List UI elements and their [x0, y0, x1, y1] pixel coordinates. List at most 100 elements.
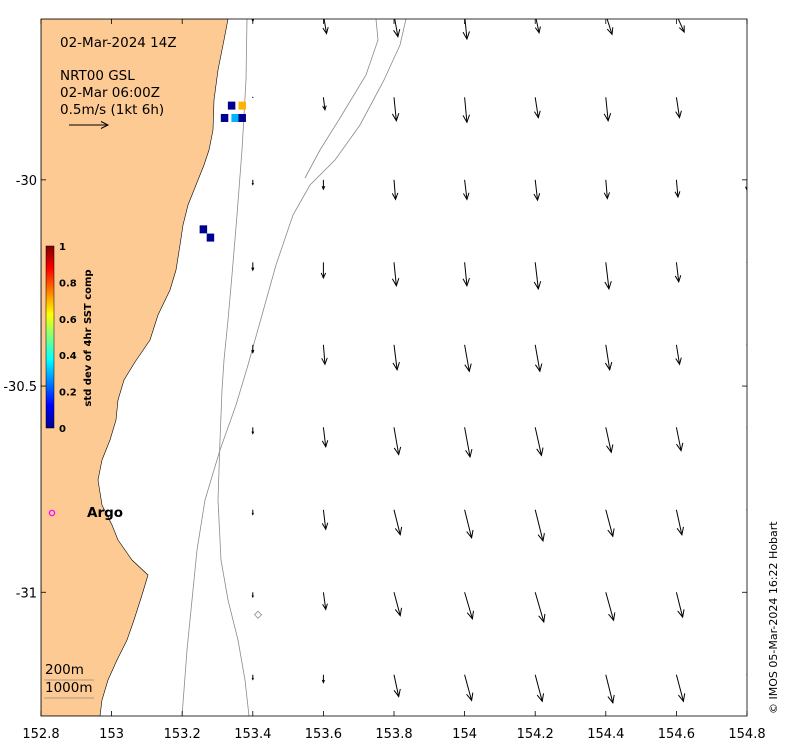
current-vector: [605, 674, 615, 705]
current-vector: [534, 674, 544, 703]
sst-cell: [199, 225, 208, 234]
current-vector: [462, 262, 470, 287]
y-tick-label: -30: [16, 174, 37, 189]
current-vector: [393, 427, 402, 456]
current-vector: [675, 427, 684, 452]
current-vector: [606, 19, 614, 36]
current-vector: [677, 19, 685, 34]
current-vector: [391, 97, 400, 122]
product-name: NRT00 GSL: [60, 68, 135, 84]
current-vector: [605, 592, 616, 622]
x-tick-label: 153.2: [164, 727, 201, 742]
current-vector: [464, 427, 473, 459]
current-vector: [534, 344, 543, 373]
colorbar-tick-label: 0.6: [59, 315, 77, 326]
current-vector: [675, 344, 682, 366]
colorbar-tick-label: 0.4: [59, 351, 77, 362]
current-vector: [321, 179, 326, 191]
sst-cell: [238, 101, 246, 110]
current-vector: [534, 427, 544, 457]
current-vector: [322, 19, 329, 35]
isobath-200m: [217, 19, 250, 716]
current-vector: [321, 427, 329, 449]
current-vector: [321, 344, 328, 366]
y-tick-label: -30.5: [3, 380, 37, 395]
x-tick-label: 154: [452, 727, 477, 742]
current-vector: [603, 97, 612, 122]
current-vector: [464, 509, 474, 540]
current-vector: [393, 674, 401, 698]
current-vector: [321, 674, 325, 684]
current-vector: [391, 262, 400, 287]
scale-label: 0.5m/s (1kt 6h): [60, 102, 164, 118]
current-vector: [320, 262, 327, 280]
current-vector: [251, 262, 255, 272]
current-vector: [603, 179, 611, 200]
isobath-200m-label: 200m: [45, 662, 84, 678]
current-vector: [604, 344, 613, 371]
current-vector: [462, 19, 470, 41]
current-vector: [534, 592, 546, 624]
sst-stddev-cells: [199, 3, 246, 242]
current-vector: [393, 592, 403, 617]
current-vector: [534, 97, 541, 119]
coastline-land: [41, 19, 229, 716]
current-vector: [675, 674, 686, 703]
isobath-1000m-label: 1000m: [45, 680, 93, 696]
current-vector: [745, 179, 747, 192]
colorbar-tick-label: 1: [59, 242, 66, 253]
current-vector: [393, 19, 401, 38]
current-vector: [251, 592, 254, 599]
current-vector: [393, 509, 403, 536]
scale-arrow: [69, 121, 110, 129]
y-axis: -30 -30.5 -31: [3, 174, 747, 601]
sst-cell: [227, 101, 236, 110]
current-vector: [746, 97, 747, 99]
current-vector: [675, 97, 682, 119]
title-date: 02-Mar-2024 14Z: [60, 35, 177, 51]
current-vectors: [251, 15, 753, 705]
current-vector: [605, 509, 615, 538]
current-vector: [605, 427, 614, 454]
x-tick-label: 154.6: [658, 727, 695, 742]
sst-cell: [238, 3, 246, 11]
current-vector: [675, 592, 685, 619]
x-tick-label: 153.8: [375, 727, 412, 742]
x-tick-label: 154.8: [728, 727, 765, 742]
current-vector: [321, 509, 329, 531]
x-tick-label: 153.6: [305, 727, 342, 742]
x-axis: 152.8 153 153.2 153.4 153.6 153.8 154 154.2 154.…: [22, 19, 766, 742]
current-vector: [675, 509, 684, 536]
current-vector: [251, 674, 254, 681]
sst-cell: [231, 113, 239, 122]
x-tick-label: 152.8: [22, 727, 59, 742]
current-vector: [251, 509, 254, 516]
current-vector: [533, 179, 541, 202]
sst-cell: [238, 113, 246, 122]
current-vector: [462, 97, 470, 124]
sst-cell: [206, 233, 215, 242]
copyright-text: © IMOS 05-Mar-2024 16:22 Hobart: [767, 521, 780, 714]
x-tick-label: 153: [99, 727, 124, 742]
colorbar: [45, 245, 55, 429]
current-vector: [534, 19, 541, 35]
current-vector: [747, 15, 753, 26]
colorbar-tick-label: 0.2: [59, 388, 77, 399]
colorbar-ticks: 1 0.8 0.6 0.4 0.2 0: [59, 242, 77, 435]
isobath-1000m: [181, 19, 407, 716]
x-tick-label: 154.2: [517, 727, 554, 742]
isobath-1000m-detail: [304, 19, 379, 179]
x-tick-label: 153.4: [234, 727, 271, 742]
current-vector: [534, 509, 545, 543]
product-time: 02-Mar 06:00Z: [60, 85, 160, 101]
current-vector: [464, 674, 474, 702]
x-tick-label: 154.4: [587, 727, 624, 742]
isobath-seamount: [253, 610, 263, 619]
current-vector: [391, 179, 399, 201]
current-vector: [604, 262, 612, 291]
current-vector: [252, 96, 254, 98]
colorbar-tick-label: 0: [59, 424, 66, 435]
current-vector: [464, 592, 474, 620]
argo-float-marker: [48, 509, 56, 517]
